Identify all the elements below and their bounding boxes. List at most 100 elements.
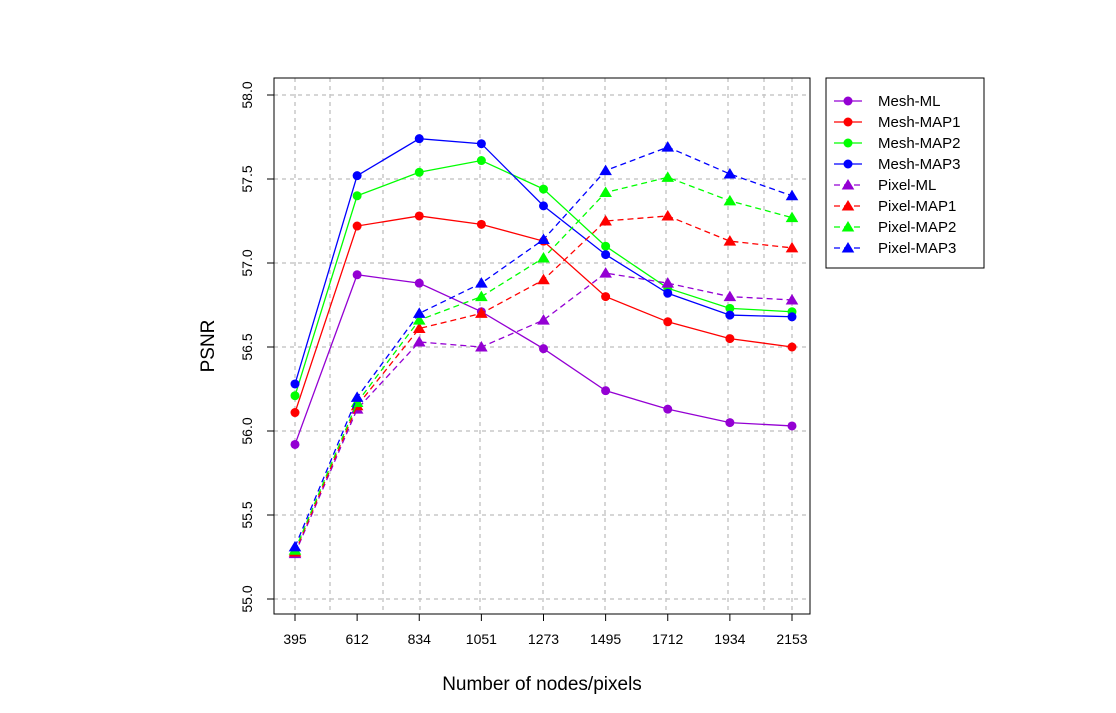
data-point — [663, 288, 673, 298]
legend-box — [825, 77, 985, 269]
data-point — [661, 171, 675, 182]
data-point — [785, 241, 799, 253]
data-point — [785, 211, 799, 223]
legend-item-mesh-map3: Mesh-MAP3 — [834, 156, 961, 173]
data-point — [539, 201, 548, 211]
data-point — [725, 418, 735, 428]
x-axis: 395 612 834 1051 1273 1495 1712 1934 2153 — [283, 614, 808, 647]
legend: Mesh-ML Mesh-MAP1 Mesh-MAP2 Mesh-MAP3 Pixel-… — [825, 77, 985, 269]
legend-item-pixel-map3: Pixel-MAP3 — [834, 240, 956, 257]
legend-marker — [843, 117, 853, 127]
legend-marker — [843, 138, 853, 148]
data-point — [539, 184, 548, 194]
x-tick-label: 1051 — [466, 631, 497, 647]
legend-marker — [843, 159, 853, 169]
x-tick-label: 1934 — [714, 631, 745, 647]
data-point — [475, 290, 488, 302]
x-tick-label: 395 — [283, 631, 307, 647]
x-tick-label: 612 — [345, 631, 369, 647]
data-point — [599, 267, 612, 278]
data-point — [290, 408, 300, 418]
data-point — [290, 391, 300, 401]
data-point — [288, 540, 302, 552]
data-point — [412, 322, 426, 334]
x-tick-label: 1495 — [590, 631, 621, 647]
legend-marker — [841, 242, 855, 253]
x-tick-label: 1273 — [528, 631, 559, 647]
data-point — [723, 167, 737, 179]
data-point — [414, 211, 424, 221]
data-point — [475, 307, 488, 318]
series-line — [294, 272, 793, 554]
legend-label: Pixel-MAP2 — [878, 219, 956, 236]
data-point — [414, 278, 424, 288]
data-point — [475, 277, 488, 288]
data-point — [537, 251, 550, 263]
data-point — [476, 139, 486, 149]
data-point — [601, 386, 611, 396]
x-tick-label: 2153 — [776, 631, 807, 647]
data-point — [601, 241, 611, 251]
legend-item-pixel-map2: Pixel-MAP2 — [834, 219, 956, 236]
y-axis: 55.0 55.5 56.0 56.5 57.0 57.5 58.0 — [239, 81, 274, 613]
data-point — [601, 250, 611, 260]
data-point — [661, 209, 675, 221]
data-point — [723, 194, 737, 206]
y-axis-title: PSNR — [198, 320, 219, 373]
x-tick-label: 834 — [408, 631, 432, 647]
legend-label: Pixel-ML — [878, 177, 936, 194]
data-point — [785, 293, 799, 305]
data-point — [601, 292, 611, 302]
data-point — [414, 167, 424, 177]
y-tick-label: 56.0 — [239, 417, 255, 444]
data-point — [663, 404, 673, 414]
data-point — [290, 439, 300, 449]
data-point — [414, 134, 424, 144]
data-point — [787, 421, 797, 431]
series-pixel-map3 — [288, 141, 799, 552]
legend-item-pixel-map1: Pixel-MAP1 — [834, 198, 956, 215]
data-point — [725, 334, 735, 344]
data-point — [661, 141, 675, 152]
legend-item-pixel-ml: Pixel-ML — [834, 177, 936, 194]
series-mesh-map3 — [290, 134, 797, 389]
legend-item-mesh-ml: Mesh-ML — [834, 93, 941, 110]
y-tick-label: 57.0 — [239, 249, 255, 276]
data-point — [539, 344, 548, 354]
x-tick-label: 1712 — [652, 631, 683, 647]
data-point — [352, 221, 362, 231]
data-point — [476, 156, 486, 166]
data-point — [599, 215, 612, 226]
legend-marker — [841, 200, 855, 211]
legend-marker — [841, 179, 855, 190]
data-point — [787, 312, 797, 322]
legend-label: Mesh-ML — [878, 93, 941, 110]
data-point — [725, 310, 735, 320]
data-point — [412, 335, 426, 347]
data-point — [352, 270, 362, 280]
legend-item-mesh-map1: Mesh-MAP1 — [834, 114, 961, 131]
data-point — [352, 191, 362, 201]
data-point — [412, 314, 426, 325]
y-tick-label: 55.5 — [239, 501, 255, 528]
data-point — [663, 317, 673, 327]
y-tick-label: 55.0 — [239, 585, 255, 612]
data-point — [723, 290, 737, 302]
legend-marker — [841, 221, 855, 232]
data-point — [537, 314, 550, 325]
y-tick-label: 58.0 — [239, 81, 255, 108]
data-point — [476, 219, 486, 229]
data-point — [352, 171, 362, 181]
data-point — [475, 341, 488, 352]
data-point — [787, 342, 797, 352]
data-point — [785, 189, 799, 201]
data-point — [537, 233, 550, 244]
legend-label: Mesh-MAP1 — [878, 114, 961, 131]
legend-label: Pixel-MAP3 — [878, 240, 956, 257]
data-point — [599, 164, 612, 176]
data-point — [599, 186, 612, 197]
data-point — [412, 307, 426, 318]
legend-marker — [843, 96, 853, 106]
data-point — [537, 273, 550, 285]
